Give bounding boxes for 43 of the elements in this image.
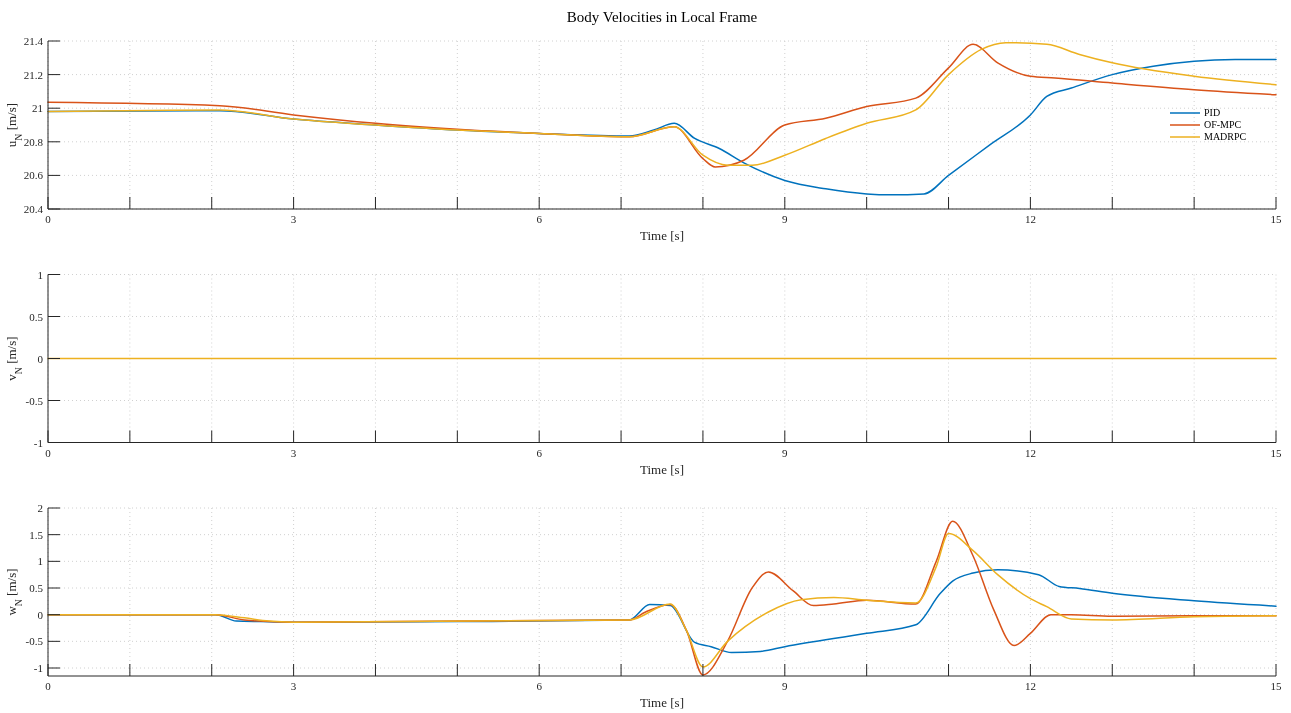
legend-label: OF-MPC (1204, 119, 1242, 130)
y-tick-label: -0.5 (25, 635, 44, 648)
y-tick-label: 2 (37, 502, 43, 514)
x-tick-label: 0 (45, 446, 52, 459)
x-axis-title: Time [s] (640, 461, 684, 477)
x-tick-label: 6 (536, 213, 543, 225)
legend-label: MADRPC (1204, 131, 1247, 142)
x-tick-label: 6 (536, 446, 543, 459)
x-tick-label: 15 (1270, 213, 1282, 225)
y-tick-label: 0.5 (29, 310, 44, 323)
x-tick-label: 0 (45, 680, 52, 692)
x-tick-label: 3 (290, 680, 297, 692)
x-tick-label: 3 (290, 446, 297, 459)
y-tick-label: 20.8 (23, 135, 44, 148)
x-tick-label: 9 (782, 446, 789, 459)
x-tick-label: 3 (290, 213, 297, 225)
y-tick-label: 21 (32, 102, 43, 115)
x-tick-label: 15 (1270, 680, 1282, 692)
y-tick-label: 21.2 (23, 68, 43, 81)
y-tick-label: 21.4 (23, 35, 44, 47)
x-axis-title: Time [s] (640, 695, 684, 710)
y-tick-label: 0.5 (29, 582, 44, 594)
x-tick-label: 6 (536, 680, 543, 692)
x-tick-label: 9 (782, 213, 789, 225)
x-tick-label: 12 (1024, 446, 1036, 459)
x-tick-label: 0 (45, 213, 52, 225)
chart-title: Body Velocities in Local Frame (566, 9, 758, 25)
x-axis-title: Time [s] (640, 228, 684, 243)
legend-label: PID (1204, 107, 1221, 118)
x-tick-label: 9 (782, 680, 789, 692)
x-tick-label: 12 (1024, 680, 1036, 692)
y-tick-label: -0.5 (25, 394, 44, 407)
y-tick-label: 1.5 (29, 528, 44, 541)
y-tick-label: -1 (33, 662, 43, 674)
x-tick-label: 12 (1024, 213, 1036, 225)
y-tick-label: 1 (37, 268, 43, 281)
y-tick-label: 1 (37, 555, 43, 568)
y-tick-label: 0 (37, 608, 44, 621)
y-tick-label: 20.6 (23, 169, 44, 182)
y-tick-label: 0 (37, 352, 44, 365)
y-tick-label: 20.4 (23, 203, 44, 215)
y-tick-label: -1 (33, 436, 43, 449)
x-tick-label: 15 (1270, 446, 1282, 459)
